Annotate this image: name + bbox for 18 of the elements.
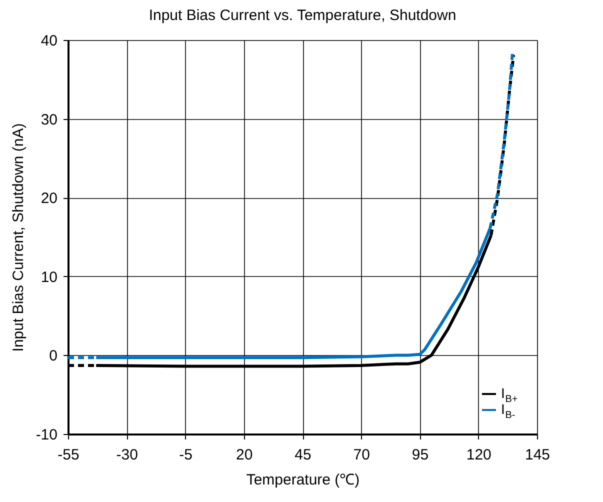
y-tick-label: 20	[40, 190, 58, 208]
x-tick-label: 20	[236, 446, 253, 464]
x-tick-label: -55	[58, 446, 80, 464]
x-tick-label: 145	[524, 446, 550, 464]
x-tick-label: 120	[466, 446, 492, 464]
y-tick-label: 30	[40, 111, 58, 128]
x-tick-label: -5	[179, 446, 192, 464]
y-tick-label: 40	[40, 32, 58, 50]
x-tick-label: 45	[294, 446, 312, 464]
x-tick-label: 70	[353, 446, 370, 464]
x-axis-title: Temperature (℃)	[246, 472, 360, 488]
x-tick-label: -30	[116, 446, 138, 464]
y-tick-label: -10	[36, 426, 58, 444]
chart-title: Input Bias Current vs. Temperature, Shutdown	[148, 7, 456, 24]
y-tick-label: 0	[49, 348, 58, 365]
x-tick-label: 95	[412, 446, 429, 464]
y-tick-label: 10	[40, 268, 58, 286]
y-axis-title: Input Bias Current, Shutdown (nA)	[10, 123, 27, 352]
